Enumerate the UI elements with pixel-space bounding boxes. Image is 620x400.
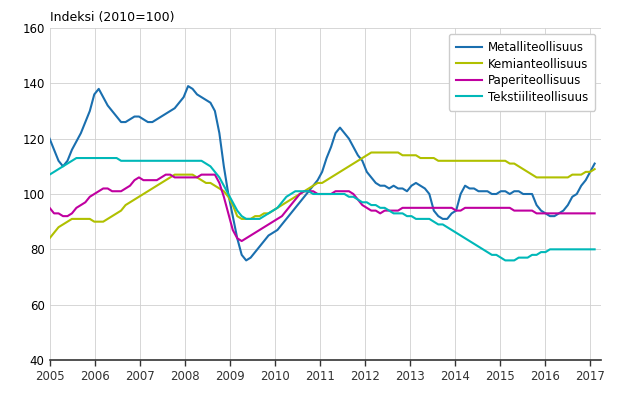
Paperiteollisuus [497,206,505,210]
Kemianteollisuus [591,167,598,172]
Metalliteollisuus [591,161,598,166]
Kemianteollisuus [108,214,116,218]
Metalliteollisuus [108,108,116,114]
Text: Indeksi (2010=100): Indeksi (2010=100) [50,11,174,24]
Tekstiiliteollisuus [287,192,294,196]
Legend: Metalliteollisuus, Kemianteollisuus, Paperiteollisuus, Tekstiiliteollisuus: Metalliteollisuus, Kemianteollisuus, Pap… [449,34,595,111]
Tekstiiliteollisuus [104,156,112,160]
Tekstiiliteollisuus [206,164,214,169]
Kemianteollisuus [368,150,375,155]
Paperiteollisuus [206,172,214,177]
Tekstiiliteollisuus [113,156,120,160]
Tekstiiliteollisuus [82,156,89,160]
Paperiteollisuus [291,197,299,202]
Metalliteollisuus [206,100,214,105]
Line: Metalliteollisuus: Metalliteollisuus [50,86,595,260]
Line: Paperiteollisuus: Paperiteollisuus [50,175,595,241]
Paperiteollisuus [46,206,53,210]
Metalliteollisuus [99,95,107,100]
Line: Kemianteollisuus: Kemianteollisuus [50,152,595,238]
Paperiteollisuus [108,189,116,194]
Metalliteollisuus [46,136,53,141]
Paperiteollisuus [238,239,246,244]
Paperiteollisuus [591,211,598,216]
Paperiteollisuus [162,172,169,177]
Kemianteollisuus [99,219,107,224]
Tekstiiliteollisuus [46,172,53,177]
Tekstiiliteollisuus [591,247,598,252]
Metalliteollisuus [497,189,505,194]
Tekstiiliteollisuus [493,252,500,257]
Paperiteollisuus [77,203,84,208]
Kemianteollisuus [283,200,290,205]
Kemianteollisuus [202,180,210,185]
Kemianteollisuus [77,216,84,221]
Metalliteollisuus [242,258,250,263]
Metalliteollisuus [77,131,84,136]
Tekstiiliteollisuus [502,258,509,263]
Line: Tekstiiliteollisuus: Tekstiiliteollisuus [50,158,595,260]
Metalliteollisuus [291,206,299,210]
Tekstiiliteollisuus [73,156,80,160]
Paperiteollisuus [99,186,107,191]
Kemianteollisuus [46,236,53,241]
Kemianteollisuus [493,158,500,163]
Metalliteollisuus [184,84,192,88]
